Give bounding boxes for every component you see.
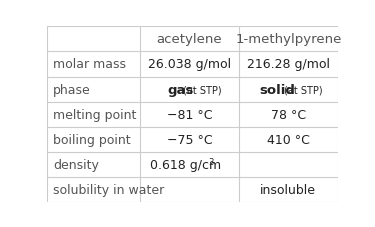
Text: phase: phase [53,83,91,96]
Text: 1-methylpyrene: 1-methylpyrene [235,33,342,46]
Text: 216.28 g/mol: 216.28 g/mol [247,58,330,71]
Text: molar mass: molar mass [53,58,126,71]
Text: melting point: melting point [53,108,136,121]
Text: 0.618 g/cm: 0.618 g/cm [150,158,221,171]
Text: solid: solid [260,83,296,96]
Text: −75 °C: −75 °C [166,133,212,146]
Text: 410 °C: 410 °C [267,133,310,146]
Text: −81 °C: −81 °C [167,108,212,121]
Text: acetylene: acetylene [157,33,222,46]
Text: boiling point: boiling point [53,133,131,146]
Text: 3: 3 [209,157,214,166]
Text: (at STP): (at STP) [183,85,222,95]
Text: 26.038 g/mol: 26.038 g/mol [148,58,231,71]
Text: (at STP): (at STP) [285,85,323,95]
Text: insoluble: insoluble [260,183,316,196]
Text: gas: gas [167,83,194,96]
Text: 78 °C: 78 °C [271,108,306,121]
Text: density: density [53,158,99,171]
Text: solubility in water: solubility in water [53,183,164,196]
